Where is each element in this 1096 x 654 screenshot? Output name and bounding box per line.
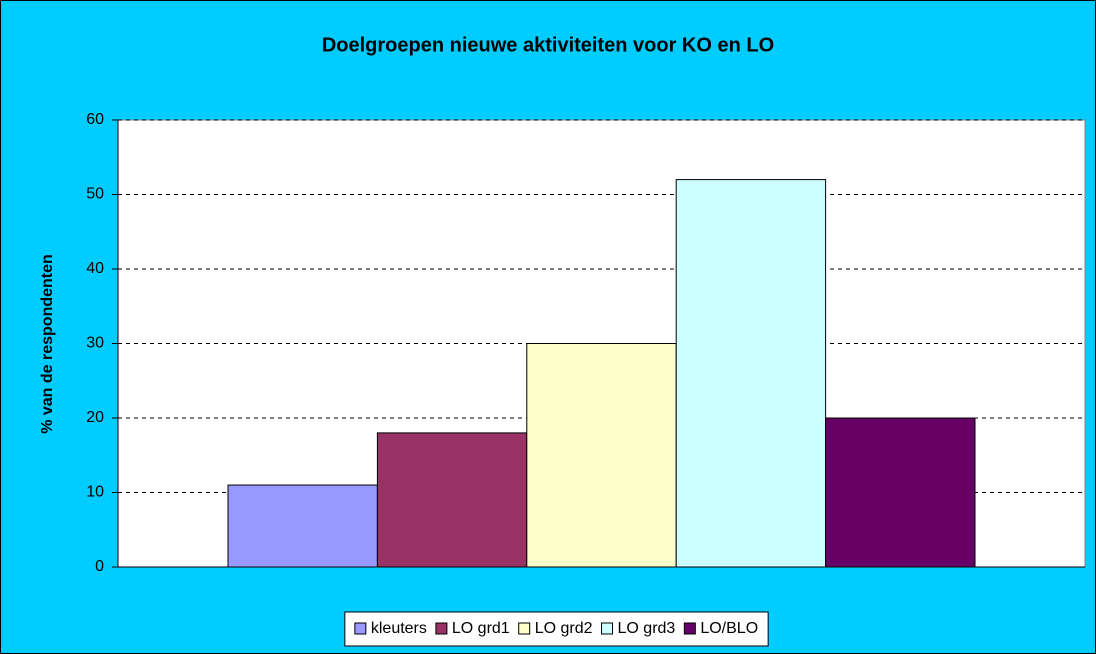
legend: [344, 611, 769, 647]
legend-swatch: [683, 622, 696, 635]
legend-label: LO grd2: [535, 620, 593, 637]
bar: [376, 432, 528, 568]
legend-swatch: [435, 622, 448, 635]
legend-label: LO grd3: [618, 620, 676, 637]
legend-swatch: [518, 622, 531, 635]
y-axis-label: % van de respondenten: [39, 254, 56, 434]
legend-swatch: [601, 622, 614, 635]
legend-label: LO grd1: [452, 620, 510, 637]
y-tick-label: 20: [86, 409, 104, 426]
y-tick-label: 10: [86, 484, 104, 501]
legend-label: LO/BLO: [700, 620, 758, 637]
chart-title: Doelgroepen nieuwe aktiviteiten voor KO …: [322, 34, 774, 56]
y-tick-label: 60: [86, 111, 104, 128]
legend-items: kleuters LO grd1 LO grd2 LO grd3 LO/BLO: [354, 620, 758, 637]
y-tick-label: 50: [86, 186, 104, 203]
bar: [825, 417, 976, 568]
legend-label: kleuters: [371, 620, 427, 637]
y-tick-label: 40: [86, 260, 104, 277]
bar: [675, 179, 827, 568]
bar: [526, 343, 677, 568]
y-tick-label: 30: [86, 335, 104, 352]
legend-swatch: [354, 622, 367, 635]
y-tick-label: 0: [95, 558, 104, 575]
bar: [227, 484, 378, 568]
